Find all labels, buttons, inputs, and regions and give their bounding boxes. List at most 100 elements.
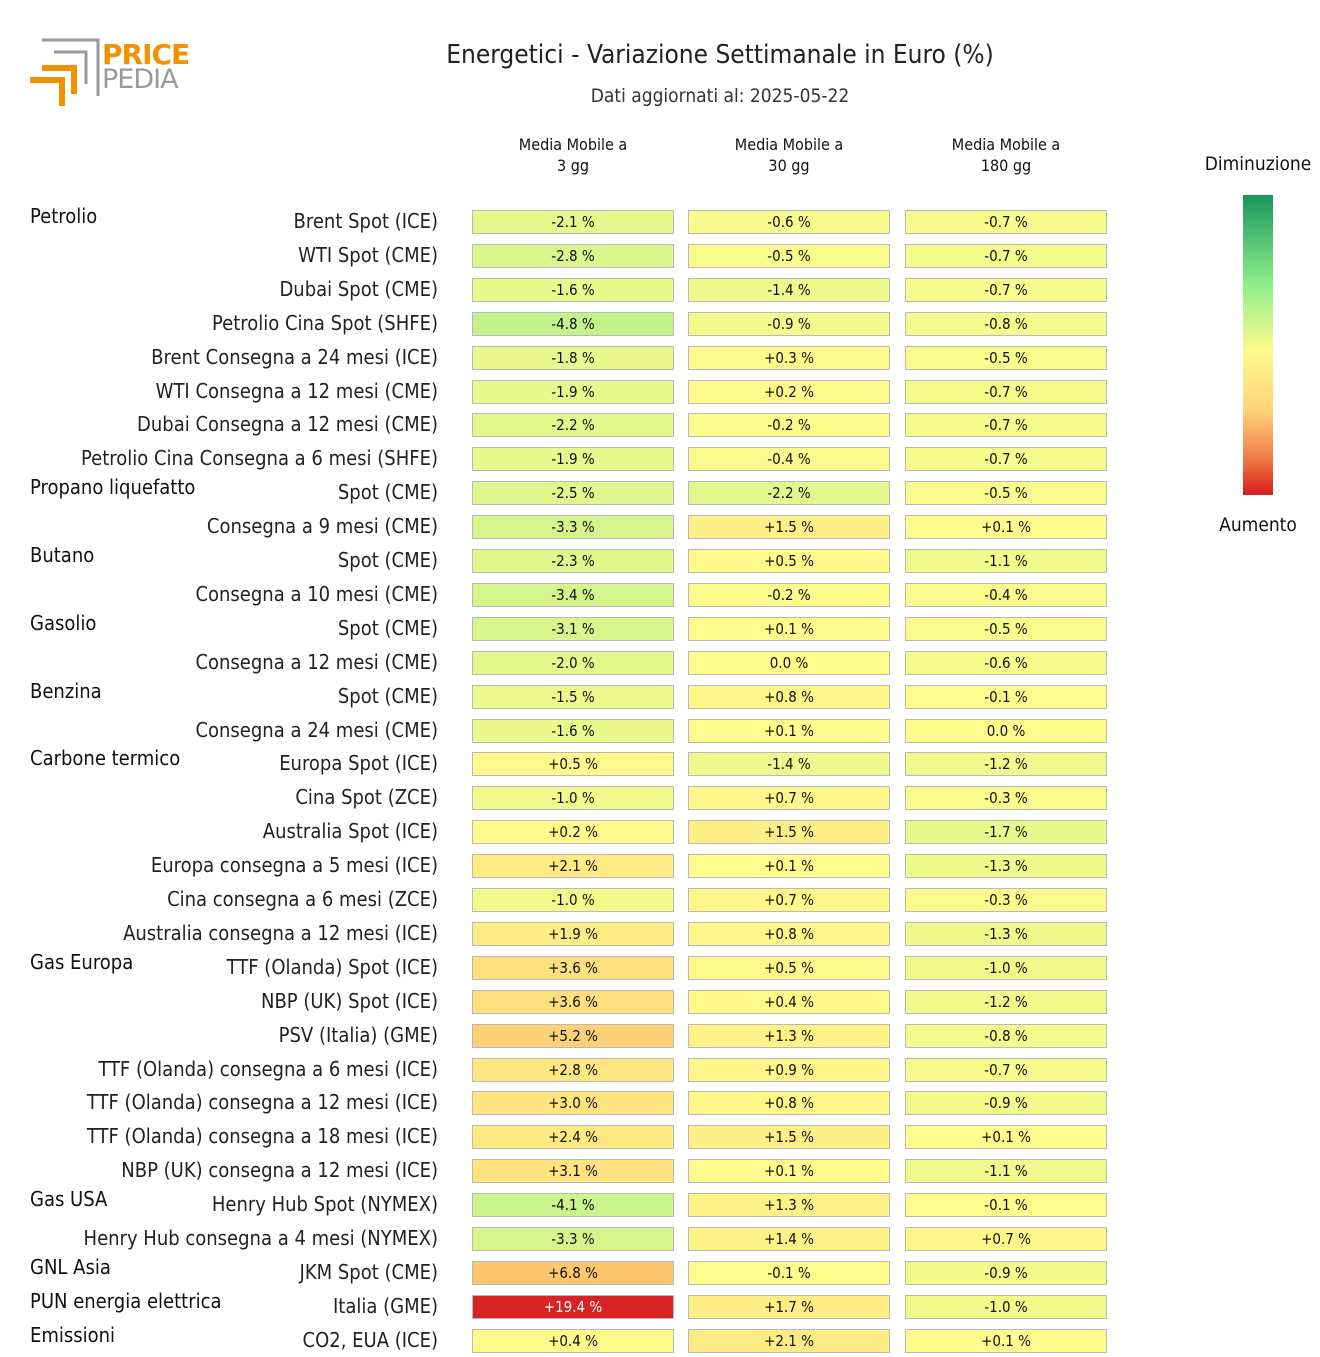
row-label: Europa consegna a 5 mesi (ICE)	[150, 853, 438, 878]
logo-text-price: PRICE	[102, 38, 190, 71]
column-header: Media Mobile a 3 gg	[472, 134, 674, 176]
row-label: Brent Spot (ICE)	[293, 209, 438, 233]
heatmap-cell: -2.1 %	[472, 210, 674, 234]
heatmap-cell: +1.5 %	[688, 1125, 890, 1150]
heatmap-cell: +0.2 %	[472, 820, 674, 845]
row-label: Dubai Consegna a 12 mesi (CME)	[137, 412, 438, 437]
heatmap-cell: -0.7 %	[905, 243, 1107, 268]
row-label: CO2, EUA (ICE)	[302, 1327, 438, 1352]
heatmap-cell: -2.3 %	[472, 549, 674, 573]
heatmap-cell: -0.3 %	[905, 786, 1107, 811]
heatmap-cell: -2.5 %	[472, 481, 674, 506]
group-label: Emissioni	[30, 1322, 116, 1347]
heatmap-cell: -1.9 %	[472, 447, 674, 472]
heatmap-cell: -1.5 %	[472, 684, 674, 709]
row-label: Australia Spot (ICE)	[262, 819, 438, 844]
heatmap-cell: +0.4 %	[688, 989, 890, 1014]
heatmap-cell: -1.2 %	[905, 752, 1107, 777]
row-label: Consegna a 24 mesi (CME)	[195, 717, 438, 742]
heatmap-cell: +0.2 %	[688, 379, 890, 404]
heatmap-cell: -0.7 %	[905, 413, 1107, 438]
heatmap-cell: -0.7 %	[905, 210, 1107, 234]
heatmap-cell: -0.7 %	[905, 1057, 1107, 1082]
heatmap-cell: +19.4 %	[472, 1294, 674, 1319]
heatmap-cell: +2.8 %	[472, 1057, 674, 1082]
heatmap-cell: +0.7 %	[905, 1227, 1107, 1251]
row-label: Petrolio Cina Consegna a 6 mesi (SHFE)	[81, 446, 438, 471]
row-label: Petrolio Cina Spot (SHFE)	[212, 310, 438, 335]
heatmap-cell: -0.2 %	[688, 582, 890, 607]
group-label: Petrolio	[30, 204, 98, 228]
heatmap-cell: -0.5 %	[905, 616, 1107, 641]
heatmap-cell: -1.9 %	[472, 379, 674, 404]
heatmap-cell: +0.8 %	[688, 1091, 890, 1116]
row-label: WTI Spot (CME)	[298, 242, 438, 267]
heatmap-cell: -0.2 %	[688, 413, 890, 438]
legend-top-label: Diminuzione	[1204, 153, 1312, 175]
heatmap-cell: -1.8 %	[472, 345, 674, 370]
row-label: WTI Consegna a 12 mesi (CME)	[155, 378, 438, 403]
row-label: NBP (UK) Spot (ICE)	[261, 988, 438, 1013]
heatmap-cell: +0.1 %	[688, 718, 890, 743]
heatmap-cell: -0.7 %	[905, 277, 1107, 302]
group-label: PUN energia elettrica	[30, 1288, 222, 1313]
heatmap-cell: +2.1 %	[472, 854, 674, 879]
chart-title: Energetici - Variazione Settimanale in E…	[446, 40, 994, 70]
heatmap-cell: +2.4 %	[472, 1125, 674, 1150]
chart-subtitle: Dati aggiornati al: 2025-05-22	[590, 85, 850, 107]
heatmap-cell: +0.5 %	[688, 549, 890, 573]
heatmap-cell: +5.2 %	[472, 1023, 674, 1048]
heatmap-cell: -0.3 %	[905, 888, 1107, 912]
column-header-line: 30 gg	[768, 156, 810, 175]
heatmap-cell: -0.9 %	[688, 311, 890, 336]
heatmap-cell: -0.1 %	[905, 684, 1107, 709]
heatmap-cell: +0.4 %	[472, 1328, 674, 1353]
heatmap-cell: +3.6 %	[472, 955, 674, 980]
heatmap-cell: +1.3 %	[688, 1023, 890, 1048]
heatmap-cell: +0.8 %	[688, 921, 890, 946]
heatmap-cell: -3.3 %	[472, 1227, 674, 1251]
column-header: Media Mobile a 180 gg	[905, 134, 1107, 176]
heatmap-cell: +6.8 %	[472, 1260, 674, 1285]
logo-mark-icon	[30, 38, 100, 106]
heatmap-cell: -2.2 %	[688, 481, 890, 506]
heatmap-cell: -0.1 %	[688, 1260, 890, 1285]
heatmap-cell: -1.4 %	[688, 277, 890, 302]
column-header-line: Media Mobile a	[518, 135, 628, 154]
row-label: PSV (Italia) (GME)	[278, 1022, 438, 1047]
heatmap-cell: -1.6 %	[472, 718, 674, 743]
row-label: Cina Spot (ZCE)	[295, 785, 438, 810]
heatmap-cell: -0.6 %	[688, 210, 890, 234]
heatmap-cell: -0.7 %	[905, 447, 1107, 472]
column-header-line: 3 gg	[556, 156, 589, 175]
heatmap-cell: +0.1 %	[905, 1328, 1107, 1353]
heatmap-cell: -0.9 %	[905, 1091, 1107, 1116]
heatmap-cell: -1.2 %	[905, 989, 1107, 1014]
heatmap-cell: +3.6 %	[472, 989, 674, 1014]
row-label: Spot (CME)	[337, 480, 438, 505]
row-label: NBP (UK) consegna a 12 mesi (ICE)	[121, 1158, 438, 1183]
heatmap-cell: -1.0 %	[905, 1294, 1107, 1319]
row-label: Brent Consegna a 24 mesi (ICE)	[151, 344, 438, 369]
row-label: Spot (CME)	[337, 683, 438, 708]
heatmap-cell: -0.4 %	[905, 582, 1107, 607]
heatmap-cell: +0.5 %	[688, 955, 890, 980]
heatmap-cell: +1.5 %	[688, 820, 890, 845]
heatmap-cell: -0.5 %	[688, 243, 890, 268]
legend-bottom-label: Aumento	[1219, 514, 1297, 536]
heatmap-cell: -1.3 %	[905, 921, 1107, 946]
heatmap-cell: -0.8 %	[905, 1023, 1107, 1048]
heatmap-cell: -1.0 %	[472, 888, 674, 912]
heatmap-cell: -3.3 %	[472, 515, 674, 540]
heatmap-cell: -1.1 %	[905, 549, 1107, 573]
row-label: Henry Hub consegna a 4 mesi (NYMEX)	[83, 1226, 438, 1250]
row-label: Consegna a 10 mesi (CME)	[195, 581, 438, 606]
legend-colorbar	[1243, 195, 1273, 495]
heatmap-cell: -1.6 %	[472, 277, 674, 302]
row-label: TTF (Olanda) consegna a 12 mesi (ICE)	[86, 1090, 438, 1115]
heatmap-cell: 0.0 %	[905, 718, 1107, 743]
heatmap-cell: -3.1 %	[472, 616, 674, 641]
heatmap-cell: +1.5 %	[688, 515, 890, 540]
heatmap-cell: +3.1 %	[472, 1159, 674, 1184]
heatmap-cell: 0.0 %	[688, 650, 890, 675]
